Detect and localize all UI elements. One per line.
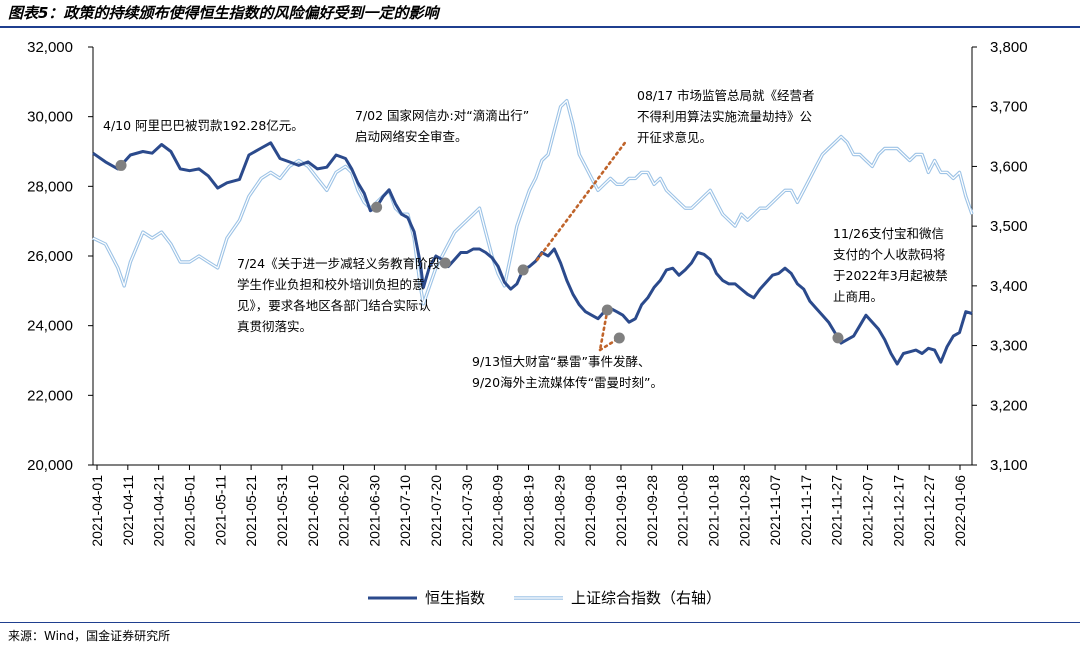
chart-axes: 20,000 22,000 24,000 26,000 28,000 30,000 32,0… — [27, 39, 1027, 547]
annotation-text: 不得利用算法实施流量劫持》公 — [637, 109, 813, 124]
event-marker — [371, 201, 383, 213]
x-tick-label: 2021-07-10 — [397, 475, 413, 547]
annotation-text: 学生作业负担和校外培训负担的意 — [237, 277, 425, 292]
x-tick-label: 2021-12-17 — [890, 475, 906, 547]
x-tick-label: 2021-05-21 — [243, 475, 259, 547]
annotation-text: 9/13恒大财富“暴雷”事件发酵、 — [472, 354, 651, 369]
event-marker — [517, 264, 529, 276]
source-rule — [0, 622, 1080, 623]
legend: 恒生指数 上证综合指数（右轴） — [368, 589, 721, 607]
x-tick-label: 2021-09-18 — [613, 475, 629, 547]
event-marker — [439, 257, 451, 269]
left-tick-label: 26,000 — [27, 248, 73, 265]
event-marker — [613, 332, 625, 344]
x-tick-label: 2022-01-06 — [952, 475, 968, 547]
x-tick-label: 2021-12-27 — [921, 475, 937, 547]
x-tick-label: 2021-12-07 — [860, 475, 876, 547]
x-tick-label: 2021-05-11 — [212, 475, 228, 546]
x-tick-label: 2021-04-11 — [120, 475, 136, 546]
x-tick-label: 2021-07-30 — [459, 475, 475, 547]
right-tick-label: 3,200 — [990, 397, 1028, 414]
event-marker — [832, 332, 844, 344]
annotation-text: 启动网络安全审查。 — [355, 129, 468, 144]
x-tick-label: 2021-10-18 — [705, 475, 721, 547]
guide-line-0913 — [598, 314, 608, 352]
annotation-markers — [115, 159, 844, 344]
annotation-text: 9/20海外主流媒体传“雷曼时刻”。 — [472, 375, 663, 390]
right-tick-label: 3,400 — [990, 278, 1028, 295]
annotation-text: 08/17 市场监管总局就《经营者 — [637, 88, 815, 103]
right-tick-label: 3,300 — [990, 338, 1028, 355]
legend-label-hsi: 恒生指数 — [425, 589, 485, 607]
event-marker — [601, 304, 613, 316]
annotation-text: 开征求意见。 — [637, 130, 712, 145]
x-tick-label: 2021-10-08 — [675, 475, 691, 547]
x-tick-label: 2021-05-31 — [274, 475, 290, 547]
x-tick-label: 2021-08-19 — [521, 475, 537, 547]
left-tick-label: 24,000 — [27, 318, 73, 335]
source-note: 来源：Wind，国金证券研究所 — [8, 629, 171, 643]
left-tick-label: 20,000 — [27, 457, 73, 474]
x-tick-label: 2021-06-20 — [336, 475, 352, 547]
left-tick-label: 28,000 — [27, 178, 73, 195]
guide-line-0817 — [535, 138, 629, 262]
x-tick-label: 2021-11-27 — [829, 475, 845, 546]
right-tick-label: 3,100 — [990, 457, 1028, 474]
right-tick-label: 3,800 — [990, 39, 1028, 56]
x-tick-label: 2021-04-21 — [151, 475, 167, 547]
x-tick-label: 2021-08-29 — [551, 475, 567, 547]
x-tick-label: 2021-04-01 — [89, 475, 105, 547]
x-tick-label: 2021-09-08 — [582, 475, 598, 547]
title-rule — [0, 26, 1080, 28]
x-tick-label: 2021-07-20 — [428, 475, 444, 547]
x-tick-label: 2021-11-07 — [767, 475, 783, 546]
right-tick-label: 3,600 — [990, 158, 1028, 175]
chart-canvas: 20,000 22,000 24,000 26,000 28,000 30,000 32,0… — [27, 39, 1027, 607]
right-tick-label: 3,500 — [990, 218, 1028, 235]
left-tick-label: 30,000 — [27, 109, 73, 126]
x-tick-label: 2021-06-30 — [366, 475, 382, 547]
x-tick-label: 2021-10-28 — [736, 475, 752, 547]
annotation-text: 7/02 国家网信办:对“滴滴出行” — [355, 108, 529, 123]
x-tick-label: 2021-06-10 — [305, 475, 321, 547]
annotation-text: 止商用。 — [833, 289, 883, 304]
left-tick-label: 32,000 — [27, 39, 73, 56]
annotations: 4/10 阿里巴巴被罚款192.28亿元。 7/02 国家网信办:对“滴滴出行” 启… — [103, 88, 948, 390]
x-tick-label: 2021-09-28 — [644, 475, 660, 547]
annotation-text: 4/10 阿里巴巴被罚款192.28亿元。 — [103, 118, 304, 133]
x-tick-label: 2021-11-17 — [798, 475, 814, 546]
left-tick-label: 22,000 — [27, 387, 73, 404]
annotation-text: 于2022年3月起被禁 — [833, 268, 948, 283]
annotation-text: 见》，要求各地区各部门结合实际认 — [237, 298, 431, 313]
annotation-guides — [535, 138, 629, 352]
event-marker — [115, 159, 127, 171]
annotation-text: 真贯彻落实。 — [237, 319, 312, 334]
annotation-text: 11/26支付宝和微信 — [833, 226, 944, 241]
x-tick-label: 2021-08-09 — [490, 475, 506, 547]
legend-label-shanghai: 上证综合指数（右轴） — [571, 589, 721, 607]
annotation-text: 7/24《关于进一步减轻义务教育阶段 — [237, 256, 440, 271]
series-line-shanghai-inner — [92, 100, 973, 305]
right-tick-label: 3,700 — [990, 99, 1028, 116]
x-tick-label: 2021-05-01 — [181, 475, 197, 547]
chart-title: 图表5：政策的持续颁布使得恒生指数的风险偏好受到一定的影响 — [8, 4, 439, 22]
annotation-text: 支付的个人收款码将 — [833, 247, 946, 262]
